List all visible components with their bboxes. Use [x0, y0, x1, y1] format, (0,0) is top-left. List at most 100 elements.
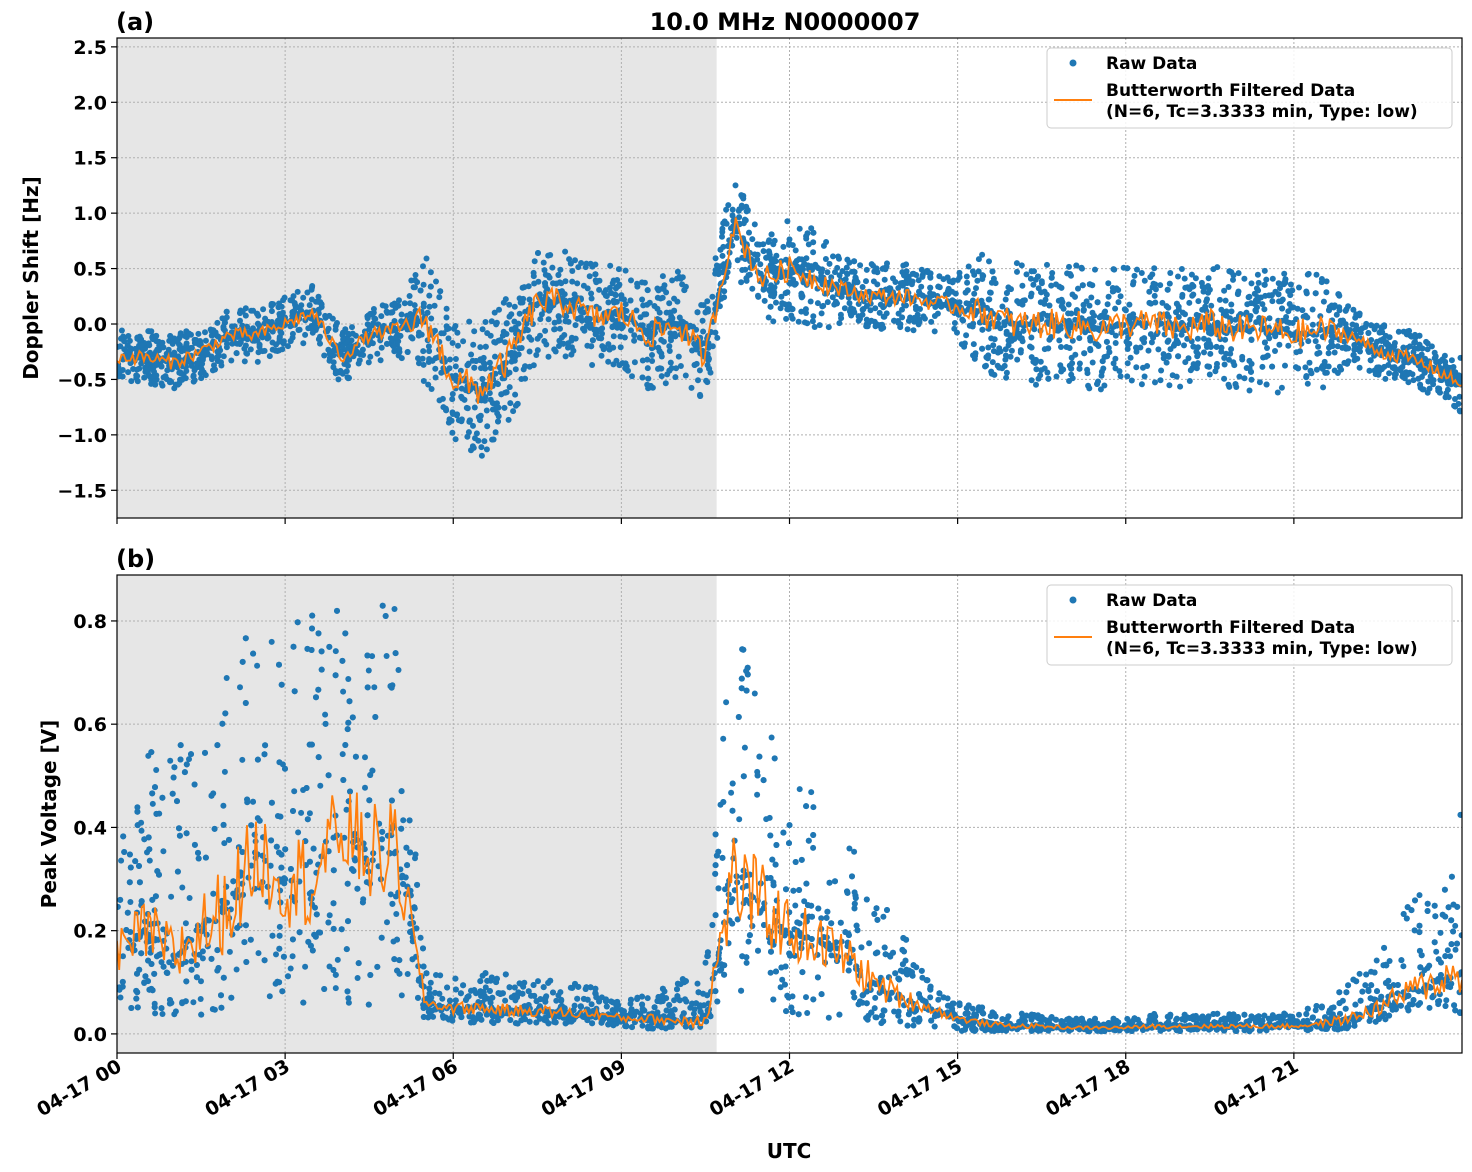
raw-data-point: [1241, 275, 1248, 282]
raw-data-point: [738, 279, 745, 286]
raw-data-point: [853, 278, 860, 285]
raw-data-point: [388, 309, 395, 316]
raw-data-point: [1091, 324, 1098, 331]
raw-data-point: [452, 372, 459, 379]
raw-data-point: [1028, 334, 1035, 341]
raw-data-point: [1216, 296, 1223, 303]
raw-data-point: [300, 340, 307, 347]
raw-data-point: [761, 297, 768, 304]
raw-data-point: [1356, 344, 1363, 351]
raw-data-point: [1164, 286, 1171, 293]
raw-data-point: [783, 256, 789, 263]
raw-data-point: [1362, 324, 1369, 330]
raw-data-point: [810, 249, 817, 256]
raw-data-point: [749, 285, 756, 292]
raw-data-point: [515, 351, 522, 358]
raw-data-point: [944, 274, 951, 281]
raw-data-point: [803, 233, 810, 240]
raw-data-point: [682, 372, 689, 379]
raw-data-point: [613, 357, 620, 364]
raw-data-point: [965, 263, 972, 270]
raw-data-point: [1325, 363, 1332, 370]
raw-data-point: [158, 380, 165, 387]
raw-data-point: [1254, 271, 1261, 278]
raw-data-point: [687, 322, 694, 329]
raw-data-point: [609, 280, 616, 287]
raw-data-point: [1138, 270, 1145, 276]
raw-data-point: [1314, 350, 1321, 357]
raw-data-point: [484, 423, 491, 430]
raw-data-point: [1121, 306, 1128, 313]
raw-data-point: [820, 302, 827, 309]
raw-data-point: [1450, 364, 1457, 370]
raw-data-point: [709, 293, 716, 300]
raw-data-point: [455, 342, 461, 349]
raw-data-point: [828, 274, 835, 281]
raw-data-point: [1412, 338, 1418, 345]
raw-data-point: [502, 296, 509, 303]
raw-data-point: [210, 327, 217, 334]
raw-data-point: [1137, 344, 1144, 351]
raw-data-point: [1234, 290, 1241, 297]
raw-data-point: [1429, 377, 1436, 384]
raw-data-point: [990, 348, 997, 355]
raw-data-point: [592, 271, 599, 278]
raw-data-point: [1150, 280, 1157, 287]
raw-data-point: [1038, 278, 1045, 285]
raw-data-point: [1416, 343, 1423, 350]
raw-data-point: [1153, 331, 1160, 337]
raw-data-point: [1313, 366, 1320, 373]
raw-data-point: [420, 281, 427, 288]
raw-data-point: [1321, 358, 1328, 365]
raw-data-point: [857, 262, 864, 269]
raw-data-point: [561, 332, 568, 338]
raw-data-point: [408, 334, 415, 341]
raw-data-point: [1017, 349, 1024, 356]
raw-data-point: [599, 343, 606, 350]
raw-data-point: [1406, 369, 1413, 376]
raw-data-point: [397, 332, 404, 339]
raw-data-point: [519, 299, 526, 306]
raw-data-point: [899, 314, 906, 321]
raw-data-point: [568, 351, 575, 358]
raw-data-point: [959, 316, 966, 323]
raw-data-point: [118, 327, 125, 334]
y-tick-label: 2.5: [73, 37, 107, 59]
raw-data-point: [459, 395, 466, 402]
raw-data-point: [497, 337, 504, 344]
raw-data-point: [345, 330, 352, 337]
raw-data-point: [557, 266, 564, 273]
raw-data-point: [1206, 363, 1212, 370]
raw-data-point: [1391, 371, 1398, 378]
raw-data-point: [1105, 345, 1112, 351]
raw-data-point: [512, 391, 519, 398]
raw-data-point: [1087, 337, 1094, 344]
raw-data-point: [1336, 307, 1343, 314]
raw-data-point: [391, 348, 398, 355]
raw-data-point: [704, 308, 711, 315]
raw-data-point: [881, 276, 888, 283]
raw-data-point: [392, 334, 399, 341]
raw-data-point: [904, 326, 911, 333]
raw-data-point: [1222, 336, 1229, 343]
raw-data-point: [1157, 282, 1164, 289]
raw-data-point: [1068, 365, 1075, 372]
raw-data-point: [203, 348, 210, 355]
raw-data-point: [593, 279, 600, 286]
raw-data-point: [367, 353, 374, 360]
raw-data-point: [743, 208, 750, 215]
raw-data-point: [345, 362, 351, 369]
raw-data-point: [374, 350, 381, 357]
raw-data-point: [165, 346, 172, 353]
raw-data-point: [1175, 314, 1182, 320]
raw-data-point: [1386, 370, 1393, 377]
raw-data-point: [332, 370, 339, 377]
raw-data-point: [591, 326, 598, 333]
raw-data-point: [987, 289, 994, 296]
raw-data-point: [1014, 268, 1020, 275]
raw-data-point: [377, 357, 384, 364]
raw-data-point: [714, 334, 721, 341]
raw-data-point: [195, 330, 202, 337]
raw-data-point: [505, 416, 512, 423]
